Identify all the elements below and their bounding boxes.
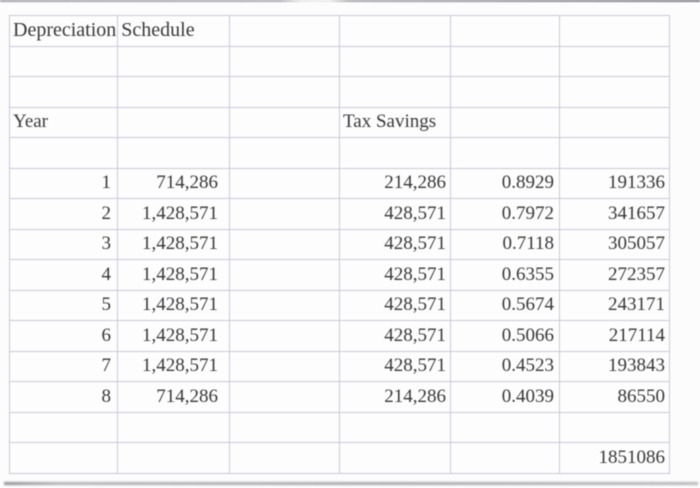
empty-cell[interactable] [230,77,340,108]
year-cell[interactable]: 4 [10,260,118,291]
discount-factor-cell[interactable]: 0.8929 [451,168,560,200]
empty-cell[interactable] [230,443,340,474]
tax-savings-cell[interactable]: 214,286 [340,382,451,413]
empty-cell[interactable] [560,16,670,47]
empty-cell[interactable] [230,351,340,383]
year-cell[interactable]: 3 [10,229,118,261]
empty-cell[interactable] [560,412,670,444]
depreciation-cell[interactable]: 1,428,571 [118,321,230,352]
tax-savings-header-cell[interactable]: Tax Savings [340,107,451,139]
window-edge-artifact-top [0,0,700,3]
year-cell[interactable]: 5 [10,290,118,322]
total-present-value-cell[interactable]: 1851086 [560,443,670,474]
depreciation-cell[interactable]: 1,428,571 [118,229,230,261]
depreciation-cell[interactable]: 1,428,571 [118,199,230,230]
empty-cell[interactable] [230,16,340,47]
empty-cell[interactable] [340,77,451,108]
discount-factor-cell[interactable]: 0.4523 [451,351,560,383]
empty-cell[interactable] [560,138,670,169]
depreciation-cell[interactable]: 714,286 [118,168,230,200]
year-header-cell[interactable]: Year [10,107,118,139]
depreciation-cell[interactable]: 714,286 [118,382,230,413]
present-value-cell[interactable]: 217114 [560,321,670,352]
empty-cell[interactable] [118,77,230,108]
year-cell[interactable]: 6 [10,321,118,352]
empty-cell[interactable] [340,138,451,169]
empty-cell[interactable] [10,46,118,78]
empty-cell[interactable] [451,412,560,444]
empty-cell[interactable] [340,46,451,78]
empty-cell[interactable] [340,16,451,47]
present-value-cell[interactable]: 341657 [560,199,670,230]
empty-cell[interactable] [230,382,340,413]
empty-cell[interactable] [10,412,118,444]
empty-cell[interactable] [451,107,560,139]
empty-cell[interactable] [118,46,230,78]
empty-cell[interactable] [10,138,118,169]
empty-cell[interactable] [560,107,670,139]
discount-factor-cell[interactable]: 0.7118 [451,229,560,261]
empty-cell[interactable] [451,138,560,169]
present-value-cell[interactable]: 272357 [560,260,670,291]
window-edge-artifact-bottom [4,482,698,486]
empty-cell[interactable] [118,138,230,169]
empty-cell[interactable] [340,443,451,474]
empty-cell[interactable] [230,199,340,230]
empty-cell[interactable] [10,77,118,108]
empty-cell[interactable] [230,229,340,261]
year-cell[interactable]: 2 [10,199,118,230]
tax-savings-cell[interactable]: 428,571 [340,260,451,291]
tax-savings-cell[interactable]: 428,571 [340,290,451,322]
year-cell[interactable]: 7 [10,351,118,383]
empty-cell[interactable] [118,412,230,444]
discount-factor-cell[interactable]: 0.5066 [451,321,560,352]
empty-cell[interactable] [118,107,230,139]
present-value-cell[interactable]: 243171 [560,290,670,322]
year-cell[interactable]: 1 [10,168,118,200]
present-value-cell[interactable]: 86550 [560,382,670,413]
depreciation-cell[interactable]: 1,428,571 [118,351,230,383]
empty-cell[interactable] [10,443,118,474]
tax-savings-cell[interactable]: 428,571 [340,321,451,352]
empty-cell[interactable] [340,412,451,444]
present-value-cell[interactable]: 305057 [560,229,670,261]
empty-cell[interactable] [560,77,670,108]
empty-cell[interactable] [230,260,340,291]
discount-factor-cell[interactable]: 0.5674 [451,290,560,322]
present-value-cell[interactable]: 191336 [560,168,670,200]
depreciation-cell[interactable]: 1,428,571 [118,290,230,322]
year-cell[interactable]: 8 [10,382,118,413]
empty-cell[interactable] [451,16,560,47]
empty-cell[interactable] [451,443,560,474]
empty-cell[interactable] [451,46,560,78]
depreciation-cell[interactable]: 1,428,571 [118,260,230,291]
tax-savings-cell[interactable]: 428,571 [340,199,451,230]
empty-cell[interactable] [118,443,230,474]
empty-cell[interactable] [230,290,340,322]
empty-cell[interactable] [560,46,670,78]
discount-factor-cell[interactable]: 0.7972 [451,199,560,230]
worksheet-area: Depreciation Schedule Year Tax [9,15,670,474]
empty-cell[interactable] [451,77,560,108]
empty-cell[interactable] [230,321,340,352]
empty-cell[interactable] [118,16,230,47]
empty-cell[interactable] [230,412,340,444]
empty-cell[interactable] [230,107,340,139]
discount-factor-cell[interactable]: 0.4039 [451,382,560,413]
sheet-title-cell[interactable]: Depreciation Schedule [10,16,195,47]
empty-cell[interactable] [230,168,340,200]
depreciation-schedule-grid: Depreciation Schedule Year Tax [9,15,670,474]
tax-savings-cell[interactable]: 214,286 [340,168,451,200]
tax-savings-cell[interactable]: 428,571 [340,351,451,383]
empty-cell[interactable] [230,138,340,169]
empty-cell[interactable] [230,46,340,78]
tax-savings-cell[interactable]: 428,571 [340,229,451,261]
discount-factor-cell[interactable]: 0.6355 [451,260,560,291]
present-value-cell[interactable]: 193843 [560,351,670,383]
